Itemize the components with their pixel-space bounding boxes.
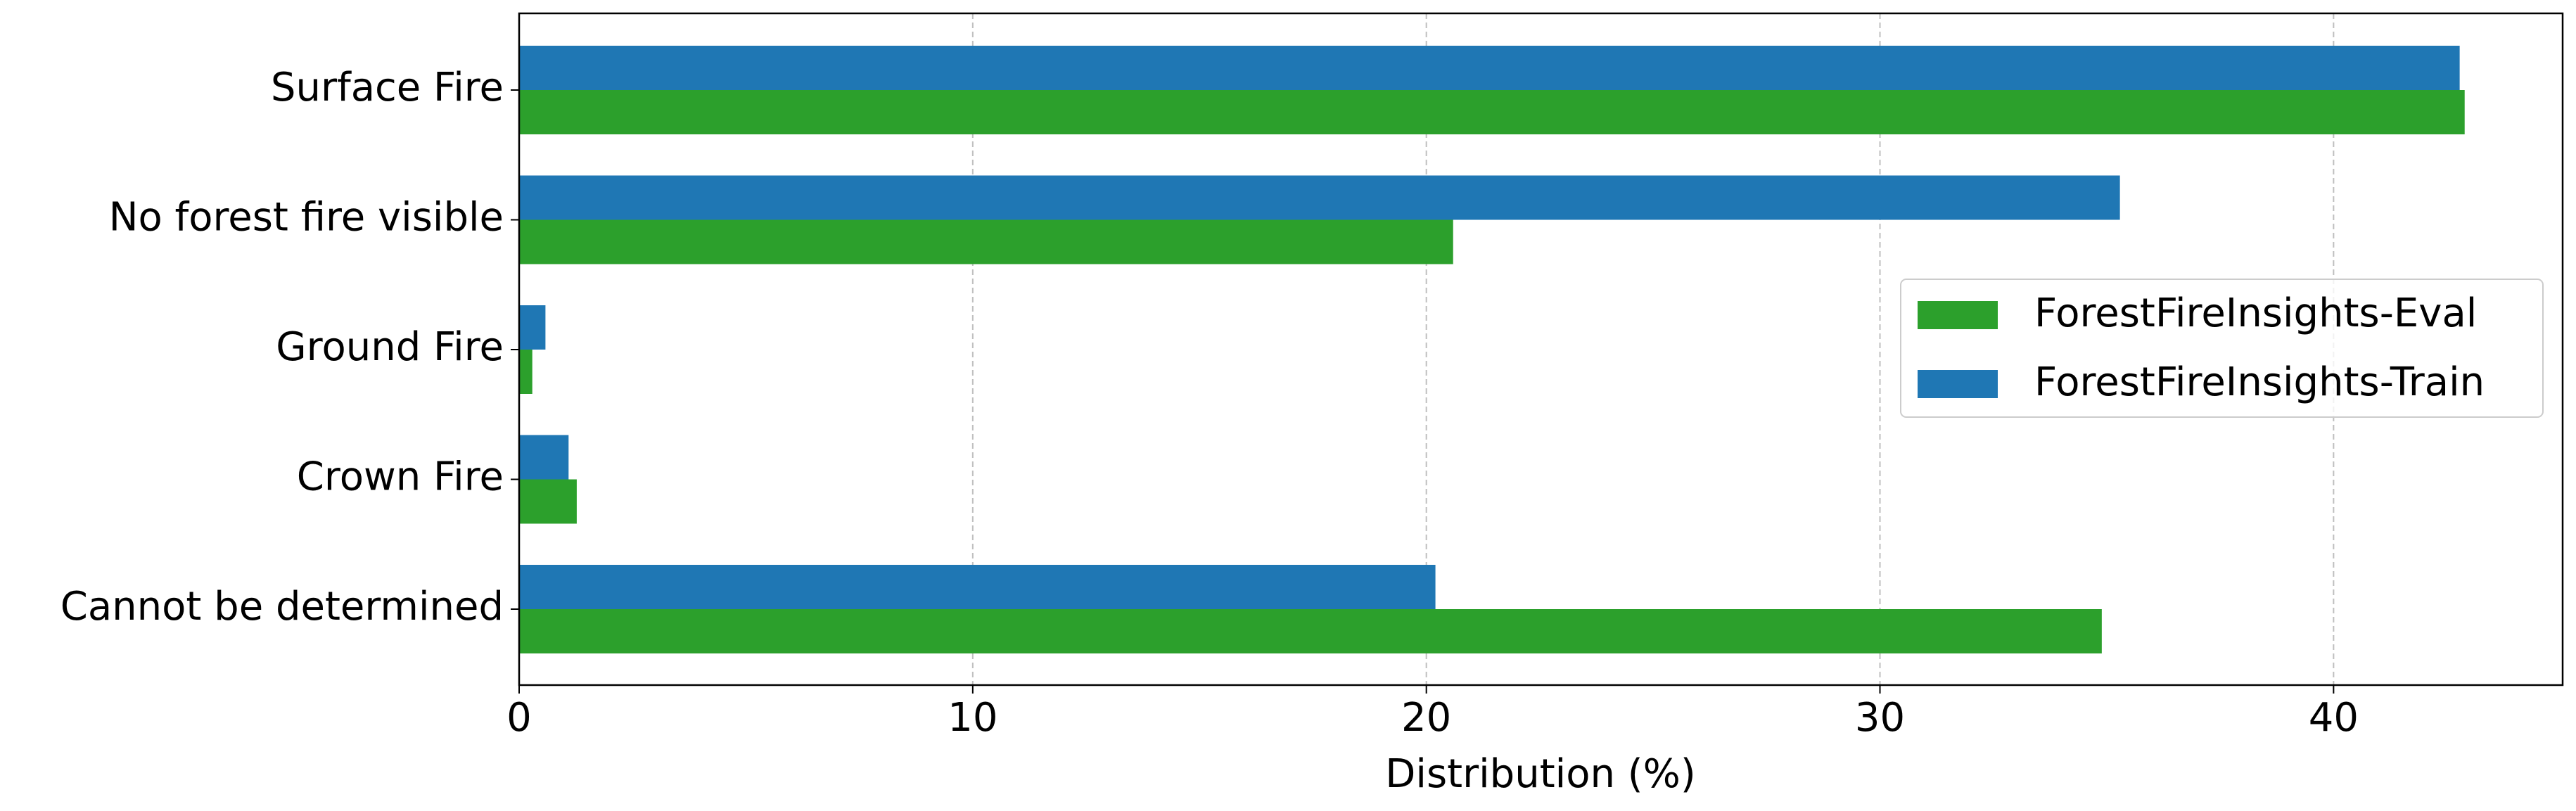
- y-tick-label: Crown Fire: [297, 454, 504, 500]
- bar: [519, 90, 2465, 134]
- legend-box: [1900, 279, 2544, 418]
- bar: [519, 479, 577, 524]
- bar: [519, 175, 2120, 220]
- bar: [519, 609, 2102, 653]
- bar: [519, 305, 546, 350]
- x-axis-label: Distribution (%): [1385, 751, 1695, 797]
- x-tick-label: 40: [2309, 695, 2359, 741]
- y-tick-label: No forest fire visible: [109, 195, 504, 241]
- legend-swatch: [1918, 301, 1998, 329]
- x-tick-label: 30: [1855, 695, 1905, 741]
- bar: [519, 350, 533, 394]
- y-tick-label: Ground Fire: [276, 324, 504, 370]
- legend-label: ForestFireInsights-Eval: [2034, 290, 2477, 336]
- bar: [519, 46, 2460, 90]
- legend-swatch: [1918, 370, 1998, 398]
- y-tick-label: Cannot be determined: [60, 584, 504, 630]
- bar: [519, 219, 1453, 264]
- x-tick-label: 20: [1401, 695, 1451, 741]
- x-tick-label: 0: [506, 695, 532, 741]
- plot-frame: [518, 12, 2564, 687]
- bar: [519, 435, 569, 480]
- legend-label: ForestFireInsights-Train: [2034, 359, 2485, 405]
- y-tick-label: Surface Fire: [271, 65, 504, 110]
- x-tick-label: 10: [948, 695, 997, 741]
- bar: [519, 565, 1436, 609]
